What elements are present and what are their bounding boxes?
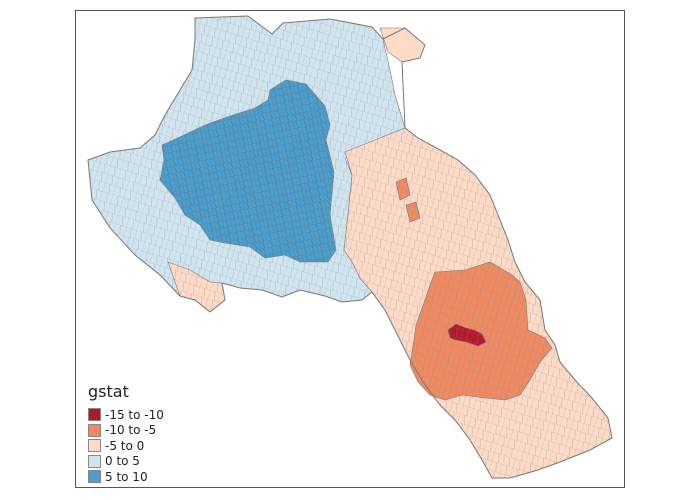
legend-label: 0 to 5 [105, 454, 140, 469]
legend-swatch [88, 470, 101, 484]
legend-swatch [88, 408, 101, 422]
tract-boundaries-dense-overlay [160, 80, 336, 262]
legend-item: 0 to 5 [88, 454, 164, 470]
map-legend: gstat -15 to -10 -10 to -5 -5 to 0 0 to … [88, 382, 164, 485]
legend-item: 5 to 10 [88, 469, 164, 485]
legend-item: -15 to -10 [88, 407, 164, 423]
legend-swatch [88, 454, 101, 468]
legend-label: -5 to 0 [105, 438, 145, 453]
legend-item: -10 to -5 [88, 423, 164, 439]
legend-label: 5 to 10 [105, 469, 148, 484]
legend-label: -10 to -5 [105, 423, 157, 438]
tract-boundaries-overlay [88, 16, 612, 478]
legend-title: gstat [88, 382, 129, 401]
legend-swatch [88, 439, 101, 453]
legend-item: -5 to 0 [88, 438, 164, 454]
study-area-outline [87, 15, 613, 479]
legend-label: -15 to -10 [105, 407, 164, 422]
legend-swatch [88, 423, 101, 437]
